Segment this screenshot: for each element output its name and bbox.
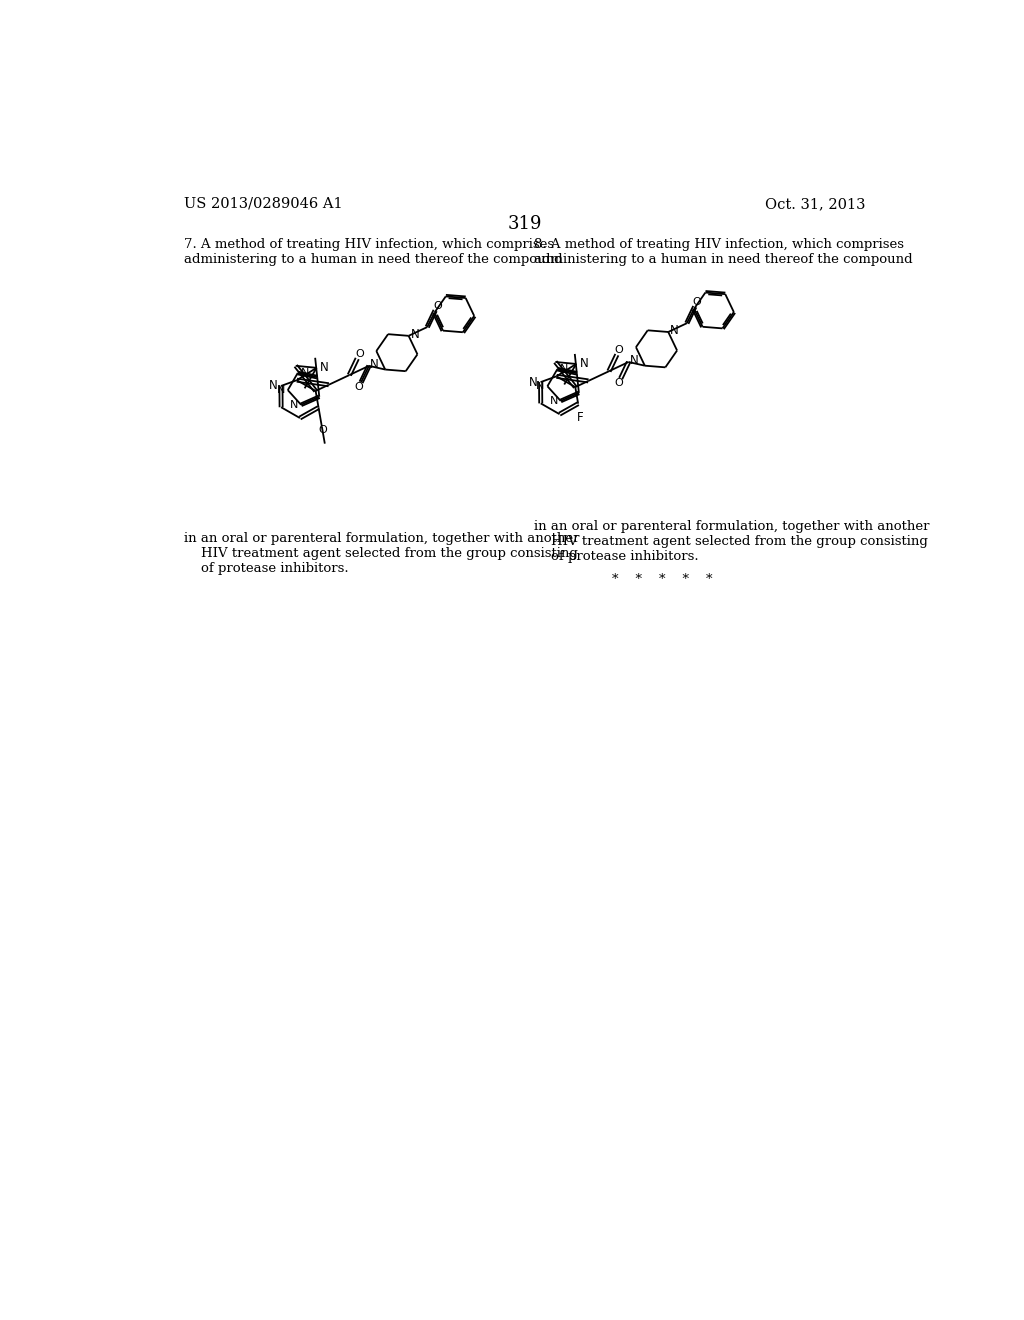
Text: 7. A method of treating HIV infection, which comprises
administering to a human : 7. A method of treating HIV infection, w… [183,238,562,265]
Text: N: N [537,381,545,391]
Text: N: N [319,362,329,375]
Text: O: O [614,379,623,388]
Text: in an oral or parenteral formulation, together with another
    HIV treatment ag: in an oral or parenteral formulation, to… [535,520,930,564]
Text: O: O [318,425,327,436]
Text: N: N [276,385,285,395]
Text: O: O [692,297,701,306]
Text: N: N [269,379,278,392]
Text: N: N [411,327,419,341]
Text: N: N [550,396,558,407]
Text: 8. A method of treating HIV infection, which comprises
administering to a human : 8. A method of treating HIV infection, w… [535,238,912,265]
Text: N: N [670,323,679,337]
Text: 319: 319 [508,215,542,232]
Text: N: N [560,364,568,374]
Text: N: N [371,358,379,371]
Text: *    *    *    *    *: * * * * * [612,573,713,586]
Text: in an oral or parenteral formulation, together with another
    HIV treatment ag: in an oral or parenteral formulation, to… [183,532,580,574]
Text: N: N [580,358,589,371]
Text: O: O [614,345,624,355]
Text: Oct. 31, 2013: Oct. 31, 2013 [765,197,866,211]
Text: N: N [300,368,309,378]
Text: N: N [528,376,538,388]
Text: O: O [354,383,364,392]
Text: US 2013/0289046 A1: US 2013/0289046 A1 [183,197,342,211]
Text: N: N [630,354,639,367]
Text: O: O [355,348,364,359]
Text: O: O [433,301,441,310]
Text: F: F [578,411,584,424]
Text: N: N [290,400,298,409]
